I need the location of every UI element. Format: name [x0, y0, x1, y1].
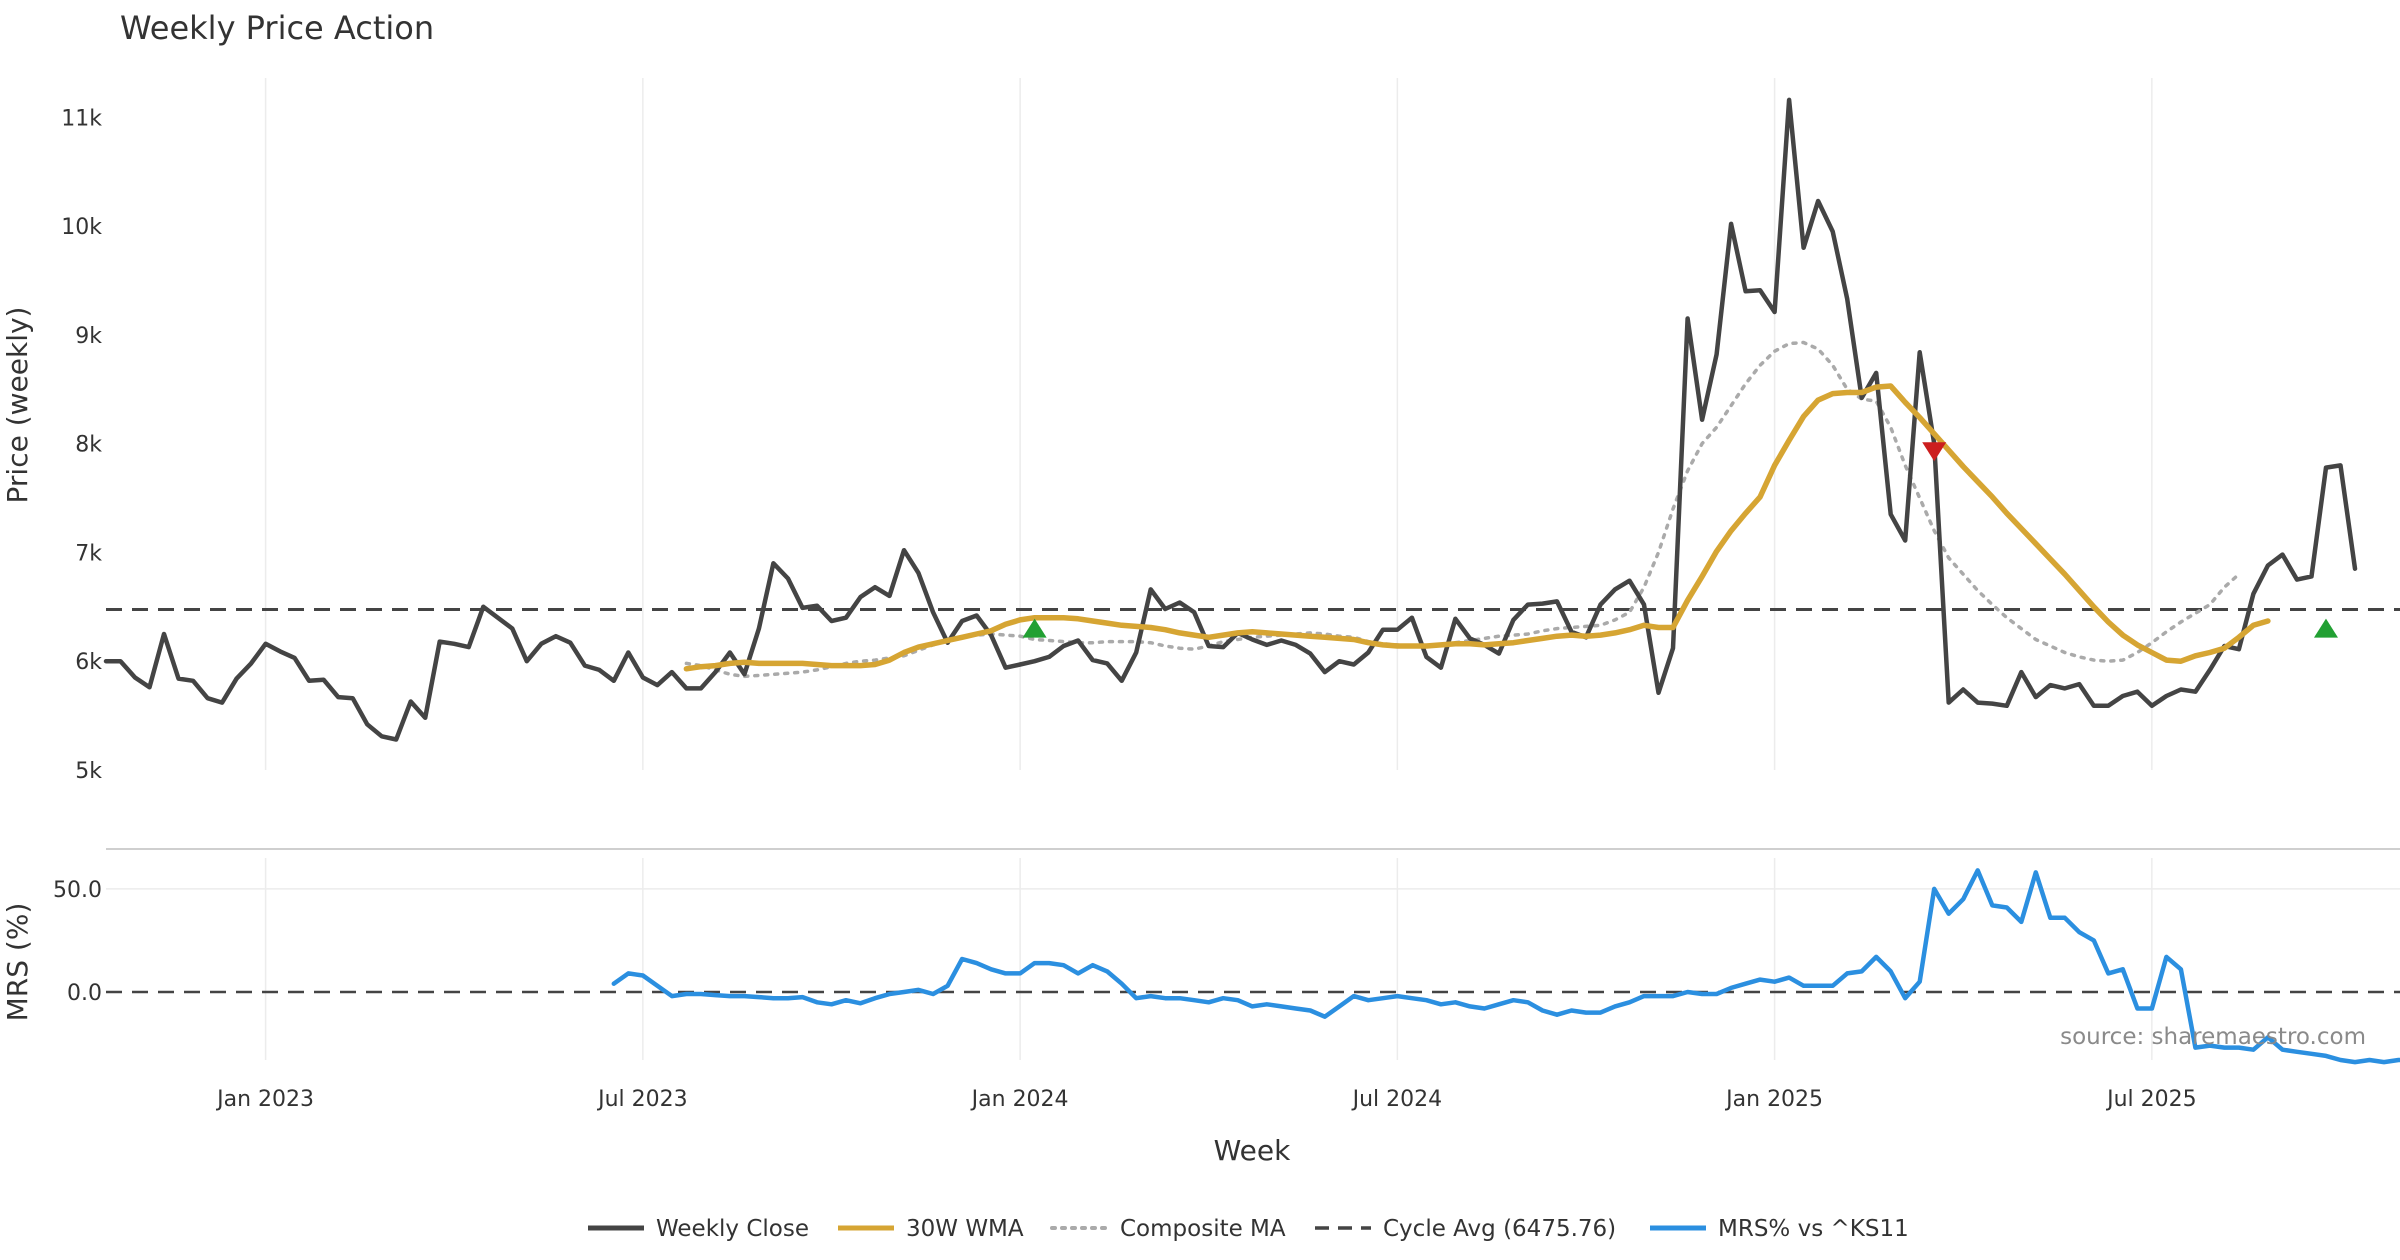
buy-marker: [2313, 618, 2338, 638]
y-tick-label-price: 7k: [75, 541, 102, 566]
legend-label: Cycle Avg (6475.76): [1383, 1216, 1616, 1242]
x-tick-label: Jan 2025: [1724, 1087, 1823, 1112]
grid-lines: [106, 78, 2400, 1060]
y-axis-title-price: Price (weekly): [1, 307, 34, 504]
x-tick-label: Jul 2025: [2105, 1087, 2197, 1112]
legend-item: Cycle Avg (6475.76): [1315, 1216, 1616, 1242]
legend: Weekly Close 30W WMA Composite MA Cycle Avg…: [588, 1216, 1909, 1242]
y-tick-label-price: 5k: [75, 759, 102, 784]
wma-30w-line: [683, 383, 2271, 672]
x-tick-label: Jan 2024: [970, 1087, 1069, 1112]
sell-marker: [1922, 442, 1947, 462]
y-tick-label-price: 6k: [75, 650, 102, 675]
y-tick-label-price: 11k: [61, 106, 102, 131]
y-axis-title-mrs: MRS (%): [1, 903, 34, 1022]
y-tick-label-price: 8k: [75, 433, 102, 458]
legend-item: 30W WMA: [838, 1216, 1024, 1242]
x-axis-title: Week: [1214, 1134, 1291, 1167]
series-layer: [103, 97, 2400, 1065]
x-tick-label: Jul 2023: [596, 1087, 688, 1112]
x-tick-label: Jul 2024: [1351, 1087, 1443, 1112]
chart-title: Weekly Price Action: [120, 9, 434, 47]
y-tick-label-mrs: 50.0: [53, 878, 102, 903]
signal-markers: [1022, 442, 2338, 638]
legend-item: Composite MA: [1050, 1216, 1286, 1242]
legend-label: Composite MA: [1120, 1216, 1286, 1242]
legend-item: Weekly Close: [588, 1216, 809, 1242]
x-axis-ticks: Jan 2023 Jul 2023 Jan 2024 Jul 2024 Jan 2025…: [215, 1087, 2196, 1112]
legend-item: MRS% vs ^KS11: [1650, 1216, 1909, 1242]
legend-label: 30W WMA: [906, 1216, 1024, 1242]
y-tick-label-price: 10k: [61, 215, 102, 240]
buy-marker: [1022, 618, 1047, 638]
mrs-line: [611, 868, 2400, 1065]
y-tick-label-mrs: 0.0: [67, 981, 102, 1006]
legend-label: Weekly Close: [656, 1216, 809, 1242]
y-axis-ticks: 5k 6k 7k 8k 9k 10k 11k 0.0 50.0: [53, 106, 102, 1006]
y-tick-label-price: 9k: [75, 324, 102, 349]
weekly-close-line: [103, 97, 2358, 742]
source-label: source: sharemaestro.com: [2060, 1024, 2366, 1050]
legend-label: MRS% vs ^KS11: [1718, 1216, 1909, 1242]
x-tick-label: Jan 2023: [215, 1087, 314, 1112]
